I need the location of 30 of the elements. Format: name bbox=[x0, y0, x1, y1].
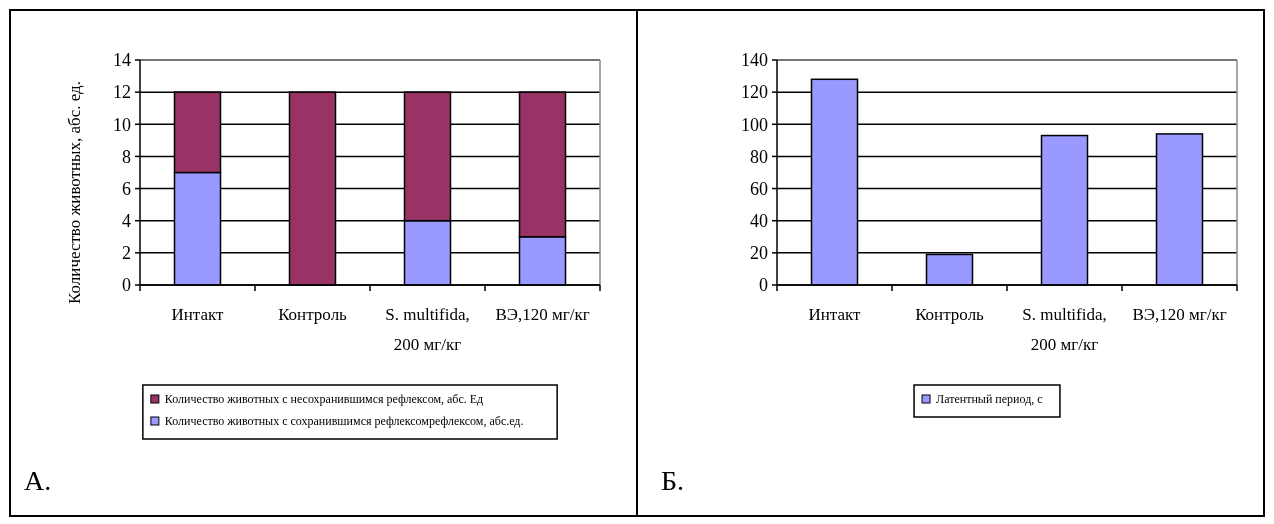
y-tick-label: 8 bbox=[122, 146, 131, 167]
legend-label: Количество животных с несохранившимся рефлексом, абс. Ед bbox=[164, 392, 484, 407]
y-tick-label: 6 bbox=[122, 178, 131, 199]
y-axis-title: Количество животных, абс. ед. bbox=[65, 81, 84, 304]
x-tick-label: ВЭ,120 мг/кг bbox=[495, 305, 590, 324]
legend-label: Количество животных с сохранившимся рефлексомрефлексом, абс.ед. bbox=[164, 414, 524, 429]
y-tick-label: 0 bbox=[122, 275, 131, 296]
x-tick-label: S. multifida, 200 мг/кг bbox=[1022, 305, 1107, 354]
y-tick-label: 10 bbox=[113, 114, 131, 135]
y-tick-label: 14 bbox=[113, 50, 131, 71]
x-tick-label: ВЭ,120 мг/кг bbox=[1132, 305, 1227, 324]
x-tick-label: Интакт bbox=[171, 305, 225, 324]
y-tick-label: 40 bbox=[750, 211, 768, 232]
y-tick-label: 0 bbox=[759, 275, 768, 296]
y-tick-label: 120 bbox=[741, 82, 768, 103]
y-tick-label: 20 bbox=[750, 243, 768, 264]
y-tick-label: 100 bbox=[741, 114, 768, 135]
x-tick-label: Контроль bbox=[278, 305, 348, 324]
text: Б. bbox=[661, 465, 685, 496]
y-tick-label: 4 bbox=[122, 211, 131, 232]
y-tick-label: 80 bbox=[750, 146, 768, 167]
x-tick-label: Интакт bbox=[808, 305, 862, 324]
text: А. bbox=[24, 465, 52, 496]
y-tick-label: 60 bbox=[750, 178, 768, 199]
y-tick-label: 12 bbox=[113, 82, 131, 103]
x-tick-label: S. multifida, 200 мг/кг bbox=[385, 305, 470, 354]
legend-label: Латентный период, с bbox=[936, 392, 1043, 407]
y-tick-label: 2 bbox=[122, 243, 131, 264]
y-tick-label: 140 bbox=[741, 50, 768, 71]
x-tick-label: Контроль bbox=[915, 305, 985, 324]
